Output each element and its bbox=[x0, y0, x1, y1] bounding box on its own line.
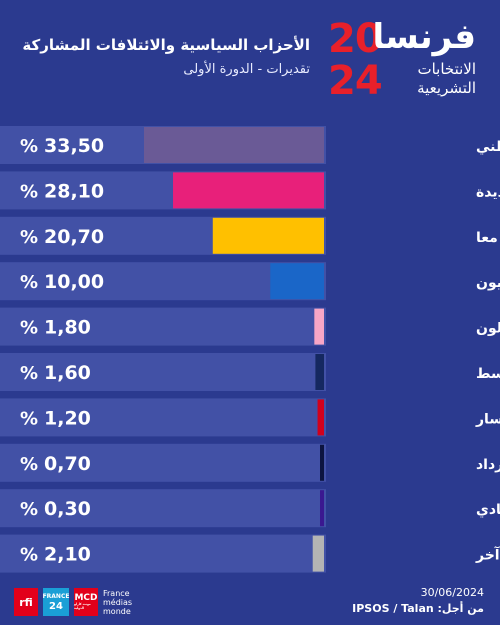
data-label: 0,70 bbox=[44, 453, 91, 475]
bar-row-bg bbox=[0, 307, 326, 346]
percent-sign: % bbox=[20, 136, 38, 157]
logo-sub-line-1: الانتخابات bbox=[417, 60, 476, 78]
data-label: 1,20 bbox=[44, 407, 91, 429]
mcd-logo: MCD مونت كارلو الدولية bbox=[74, 588, 98, 616]
poll-date: 30/06/2024 bbox=[420, 586, 484, 599]
bar bbox=[312, 535, 324, 572]
bar bbox=[315, 354, 324, 390]
bar-row-bg bbox=[0, 534, 326, 573]
bar bbox=[212, 217, 324, 254]
logo-year-top: 20 bbox=[328, 16, 383, 62]
data-label: 1,60 bbox=[44, 362, 91, 384]
bar bbox=[144, 127, 324, 163]
bar-row-bg bbox=[0, 398, 326, 437]
france24-logo-line-1: FRANCE bbox=[42, 592, 70, 600]
results-bar-chart: % 33,50 التجمع الوطني% 28,10 الجبهة الشعبية … bbox=[0, 126, 500, 573]
rfi-logo: rfi bbox=[14, 588, 38, 616]
bar bbox=[320, 490, 324, 527]
logo-sub-line-2: التشريعية bbox=[417, 79, 476, 97]
mcd-logo-line-2: مونت كارلو الدولية bbox=[74, 602, 91, 610]
category-label: أقصى اليسار bbox=[475, 409, 500, 427]
percent-sign: % bbox=[20, 181, 38, 202]
logo-year: 20 24 bbox=[328, 18, 400, 110]
bar bbox=[270, 263, 324, 300]
bar-row-bg bbox=[0, 443, 326, 482]
bar bbox=[173, 172, 324, 209]
poll-source: من أجل: IPSOS / Talan bbox=[352, 602, 484, 615]
percent-sign: % bbox=[20, 545, 38, 566]
data-label: 0,30 bbox=[44, 498, 91, 520]
category-label: قائمة اليمين السيادي bbox=[476, 502, 500, 519]
bar bbox=[320, 444, 324, 481]
bar-row-bg bbox=[0, 353, 326, 391]
data-label: 33,50 bbox=[44, 135, 104, 157]
data-label: 20,70 bbox=[44, 226, 104, 248]
header: 20 24 فرنسا الانتخابات التشريعية الأحزاب… bbox=[0, 0, 500, 120]
percent-sign: % bbox=[20, 454, 38, 475]
logo-subtitle: الانتخابات التشريعية bbox=[376, 60, 476, 98]
mcd-logo-line-1: MCD bbox=[74, 593, 98, 603]
percent-sign: % bbox=[20, 363, 38, 384]
category-label: يساريون مستقلون bbox=[476, 321, 500, 337]
france24-logo: FRANCE 24 bbox=[43, 588, 69, 616]
category-label: آخر bbox=[475, 546, 500, 564]
category-label: التجمع الوطني bbox=[476, 139, 500, 155]
chart-title: الأحزاب السياسية والائتلافات المشاركة bbox=[22, 36, 310, 54]
data-label: 10,00 bbox=[44, 271, 104, 293]
chart-subtitle: تقديرات - الدورة الأولى bbox=[183, 62, 310, 77]
fmm-logo-line-2: médias bbox=[103, 597, 133, 607]
bar-row-bg bbox=[0, 489, 326, 528]
logo-year-bottom: 24 bbox=[328, 58, 383, 104]
footer: rfi FRANCE 24 MCD مونت كارلو الدولية Fra… bbox=[0, 580, 500, 625]
percent-sign: % bbox=[20, 318, 38, 339]
percent-sign: % bbox=[20, 272, 38, 293]
data-label: 2,10 bbox=[44, 544, 91, 566]
percent-sign: % bbox=[20, 408, 38, 429]
bar bbox=[317, 399, 324, 436]
percent-sign: % bbox=[20, 499, 38, 520]
category-label: الاسترداد bbox=[476, 457, 500, 473]
percent-sign: % bbox=[20, 227, 38, 248]
bar bbox=[314, 308, 324, 345]
category-label: الجبهة الشعبية الجديدة bbox=[476, 184, 500, 200]
category-label: الجمهوريون bbox=[476, 275, 500, 291]
france-medias-monde-logo: France médias monde bbox=[103, 588, 153, 616]
partner-logos: rfi FRANCE 24 MCD مونت كارلو الدولية Fra… bbox=[14, 588, 153, 616]
fmm-logo-line-3: monde bbox=[103, 606, 131, 616]
data-label: 28,10 bbox=[44, 180, 104, 202]
fmm-logo-line-1: France bbox=[103, 588, 130, 598]
data-label: 1,80 bbox=[44, 317, 91, 339]
category-label: تيارات الوسط bbox=[476, 366, 500, 382]
logo-word: فرنسا bbox=[372, 17, 476, 57]
category-label: معا bbox=[476, 230, 498, 246]
france24-logo-line-2: 24 bbox=[49, 600, 63, 612]
